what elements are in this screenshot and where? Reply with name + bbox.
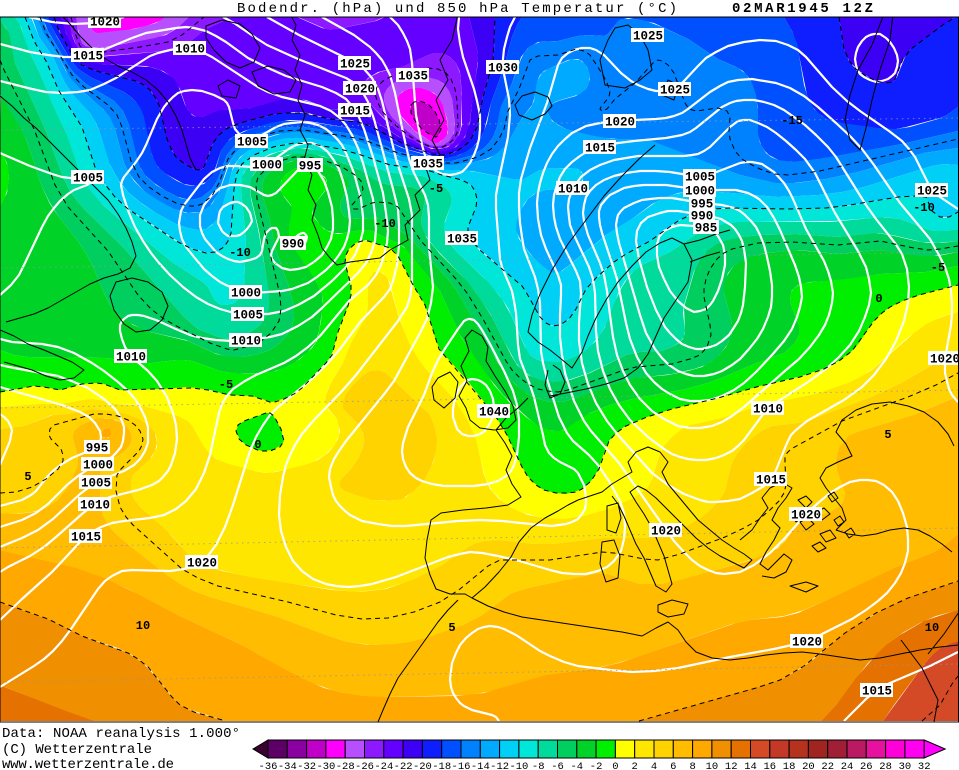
svg-text:-8: -8 — [532, 761, 545, 770]
svg-text:985: 985 — [695, 222, 718, 236]
svg-text:0: 0 — [254, 438, 261, 452]
svg-text:-16: -16 — [452, 761, 471, 770]
svg-text:1010: 1010 — [753, 403, 783, 417]
svg-text:1040: 1040 — [479, 406, 509, 420]
svg-text:1035: 1035 — [398, 70, 428, 84]
svg-text:1035: 1035 — [413, 158, 443, 172]
svg-text:-24: -24 — [374, 761, 393, 770]
svg-text:14: 14 — [744, 761, 757, 770]
svg-text:32: 32 — [918, 761, 931, 770]
svg-text:1005: 1005 — [81, 477, 111, 491]
svg-text:1010: 1010 — [231, 335, 261, 349]
svg-text:1015: 1015 — [756, 474, 786, 488]
svg-text:-5: -5 — [219, 378, 233, 392]
svg-text:-36: -36 — [259, 761, 278, 770]
svg-text:-10: -10 — [229, 246, 251, 260]
svg-text:12: 12 — [725, 761, 738, 770]
svg-text:26: 26 — [860, 761, 873, 770]
svg-text:1025: 1025 — [660, 84, 690, 98]
svg-text:02MAR1945 12Z: 02MAR1945 12Z — [732, 1, 873, 17]
svg-text:-10: -10 — [913, 201, 935, 215]
svg-text:1025: 1025 — [633, 30, 663, 44]
svg-text:-18: -18 — [432, 761, 451, 770]
svg-text:1000: 1000 — [231, 287, 261, 301]
svg-text:4: 4 — [651, 761, 657, 770]
svg-text:1020: 1020 — [90, 16, 120, 30]
svg-text:1010: 1010 — [80, 499, 110, 513]
svg-text:1020: 1020 — [605, 116, 635, 130]
svg-text:10: 10 — [925, 621, 939, 635]
svg-text:-5: -5 — [429, 182, 443, 196]
svg-text:1020: 1020 — [345, 83, 375, 97]
svg-text:1030: 1030 — [488, 62, 518, 76]
svg-text:0: 0 — [612, 761, 618, 770]
svg-text:-15: -15 — [781, 114, 803, 128]
svg-text:1000: 1000 — [685, 185, 715, 199]
svg-text:1005: 1005 — [685, 171, 715, 185]
svg-text:(C) Wetterzentrale: (C) Wetterzentrale — [2, 742, 152, 758]
svg-text:990: 990 — [282, 238, 305, 252]
svg-text:1015: 1015 — [71, 531, 101, 545]
svg-text:6: 6 — [670, 761, 676, 770]
svg-text:-32: -32 — [297, 761, 316, 770]
svg-text:1020: 1020 — [930, 353, 959, 367]
svg-text:1005: 1005 — [233, 309, 263, 323]
svg-text:1020: 1020 — [651, 525, 681, 539]
svg-text:1015: 1015 — [340, 105, 370, 119]
svg-text:30: 30 — [899, 761, 912, 770]
svg-text:8: 8 — [689, 761, 695, 770]
svg-text:1025: 1025 — [340, 58, 370, 72]
svg-text:1010: 1010 — [558, 183, 588, 197]
svg-text:-30: -30 — [316, 761, 335, 770]
svg-text:16: 16 — [763, 761, 776, 770]
svg-text:1005: 1005 — [73, 172, 103, 186]
svg-text:-12: -12 — [490, 761, 509, 770]
svg-text:22: 22 — [821, 761, 834, 770]
svg-text:Data: NOAA reanalysis 1.000°: Data: NOAA reanalysis 1.000° — [2, 726, 240, 742]
svg-text:24: 24 — [841, 761, 854, 770]
svg-text:995: 995 — [86, 442, 109, 456]
svg-text:18: 18 — [783, 761, 796, 770]
svg-text:-34: -34 — [278, 761, 297, 770]
svg-text:-10: -10 — [509, 761, 528, 770]
svg-text:1010: 1010 — [175, 43, 205, 57]
svg-text:www.wetterzentrale.de: www.wetterzentrale.de — [2, 757, 174, 770]
svg-text:1020: 1020 — [187, 557, 217, 571]
svg-text:-28: -28 — [336, 761, 355, 770]
svg-text:2: 2 — [632, 761, 638, 770]
svg-text:995: 995 — [299, 160, 322, 174]
svg-text:20: 20 — [802, 761, 815, 770]
svg-text:1025: 1025 — [917, 185, 947, 199]
svg-text:5: 5 — [24, 470, 31, 484]
svg-text:-5: -5 — [931, 261, 945, 275]
svg-text:-2: -2 — [590, 761, 603, 770]
svg-text:1015: 1015 — [73, 50, 103, 64]
svg-text:5: 5 — [448, 621, 455, 635]
svg-text:1000: 1000 — [252, 159, 282, 173]
svg-text:1005: 1005 — [237, 136, 267, 150]
svg-text:-10: -10 — [374, 217, 396, 231]
svg-text:28: 28 — [879, 761, 892, 770]
svg-text:1010: 1010 — [116, 351, 146, 365]
svg-text:-14: -14 — [471, 761, 490, 770]
svg-text:1020: 1020 — [791, 509, 821, 523]
svg-text:1015: 1015 — [585, 142, 615, 156]
svg-text:1015: 1015 — [862, 685, 892, 699]
svg-text:10: 10 — [136, 619, 150, 633]
svg-text:-26: -26 — [355, 761, 374, 770]
svg-text:10: 10 — [706, 761, 719, 770]
svg-text:-20: -20 — [413, 761, 432, 770]
svg-text:-4: -4 — [570, 761, 583, 770]
svg-text:-22: -22 — [394, 761, 413, 770]
svg-text:1000: 1000 — [83, 459, 113, 473]
svg-text:1035: 1035 — [447, 233, 477, 247]
svg-text:0: 0 — [875, 292, 882, 306]
svg-text:5: 5 — [884, 428, 891, 442]
svg-text:1020: 1020 — [792, 636, 822, 650]
svg-text:-6: -6 — [551, 761, 564, 770]
